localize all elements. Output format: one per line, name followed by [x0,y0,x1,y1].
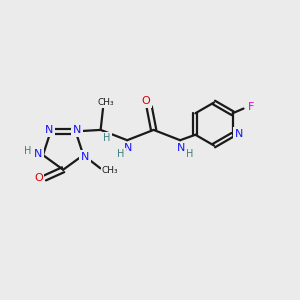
Text: N: N [124,143,133,154]
Text: O: O [141,96,150,106]
Text: H: H [103,133,111,143]
Text: N: N [73,125,81,135]
Text: N: N [81,152,89,162]
Text: F: F [248,102,255,112]
Text: N: N [235,129,243,139]
Text: CH₃: CH₃ [101,166,118,175]
Text: CH₃: CH₃ [98,98,114,107]
Text: H: H [117,149,124,159]
Text: N: N [177,143,185,154]
Text: H: H [186,149,193,159]
Text: H: H [24,146,32,156]
Text: N: N [45,125,54,135]
Text: O: O [34,173,43,183]
Text: N: N [34,148,43,159]
